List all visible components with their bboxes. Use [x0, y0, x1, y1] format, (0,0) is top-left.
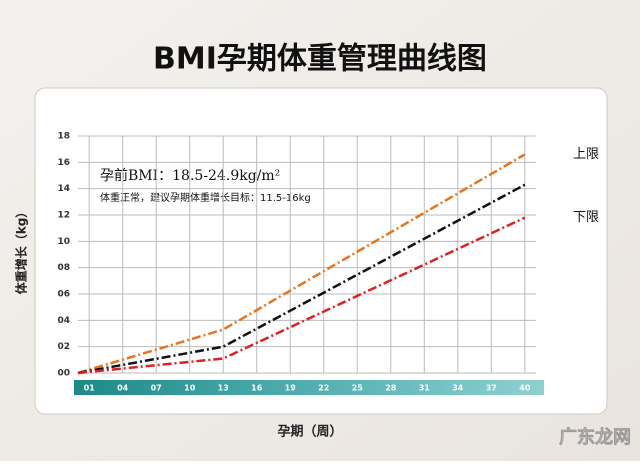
annotation: 体重正常，建议孕期体重增长目标：11.5-16kg: [100, 191, 311, 204]
x-tick-label: 10: [184, 384, 196, 393]
watermark: 广东龙网: [559, 426, 631, 448]
y-tick-label: 18: [57, 132, 70, 142]
y-tick-label: 14: [57, 184, 70, 194]
x-tick-label: 28: [385, 384, 397, 393]
y-tick-label: 06: [57, 290, 70, 300]
line-label: 上限: [573, 147, 599, 162]
x-tick-label: 01: [84, 384, 96, 393]
x-axis-band: [74, 380, 544, 395]
y-axis-label: 体重增长（kg）: [14, 206, 29, 295]
panel: [34, 87, 608, 415]
x-tick-label: 04: [117, 384, 129, 393]
x-tick-label: 34: [452, 384, 464, 393]
x-tick-label: 25: [352, 384, 364, 393]
x-tick-label: 13: [218, 384, 229, 393]
y-tick-label: 16: [57, 158, 70, 168]
x-tick-label: 22: [318, 384, 329, 393]
x-axis-label: 孕期（周）: [277, 424, 342, 440]
x-tick-label: 19: [285, 384, 297, 393]
x-tick-label: 37: [486, 384, 497, 393]
y-tick-label: 00: [57, 369, 70, 379]
line-label: 下限: [573, 210, 599, 225]
x-tick-label: 40: [519, 384, 531, 393]
y-tick-label: 04: [57, 316, 70, 326]
series-line: [77, 183, 526, 375]
y-tick-label: 02: [57, 342, 70, 352]
y-tick-label: 08: [57, 263, 70, 273]
x-tick-label: 31: [419, 384, 431, 393]
x-tick-label: 16: [251, 384, 263, 393]
x-tick-label: 07: [151, 384, 162, 393]
y-tick-label: 12: [57, 211, 70, 221]
y-tick-label: 10: [57, 237, 70, 247]
chart-title: BMI孕期体重管理曲线图: [153, 42, 487, 77]
